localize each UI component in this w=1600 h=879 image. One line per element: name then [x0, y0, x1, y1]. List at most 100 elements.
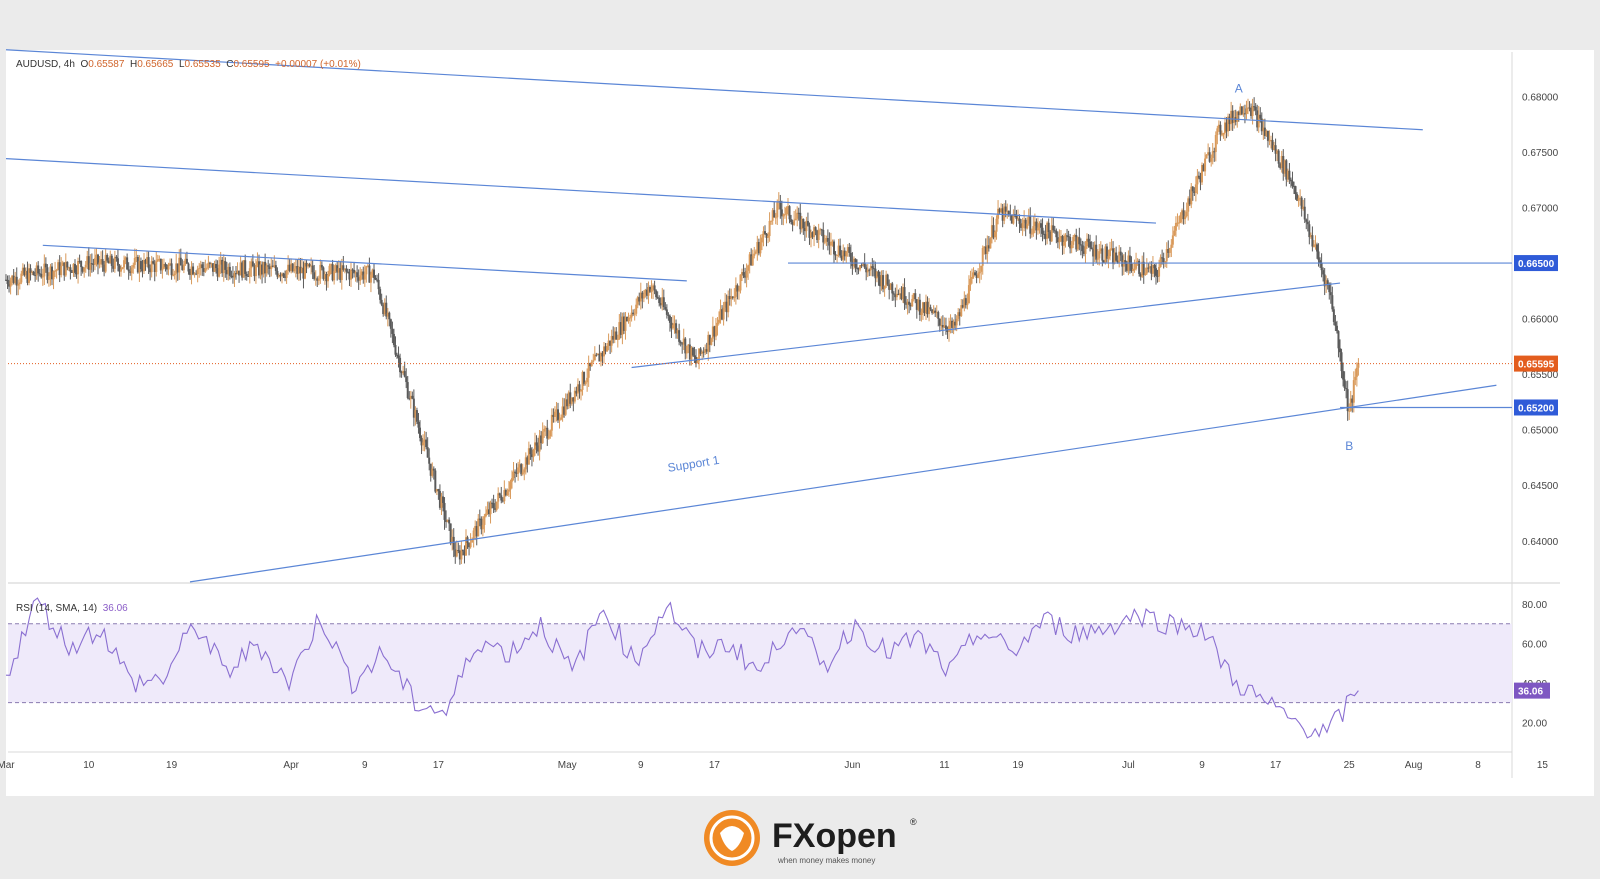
candle-body	[1193, 191, 1196, 194]
candle-body	[978, 271, 981, 274]
candle-body	[871, 266, 874, 269]
candle-body	[11, 275, 14, 281]
candle-body	[471, 539, 474, 543]
candle-body	[507, 489, 510, 492]
price-tick-label: 0.64500	[1522, 481, 1559, 492]
candle-body	[875, 271, 878, 279]
candle-body	[1296, 194, 1299, 201]
candle-body	[967, 285, 970, 304]
candle-body	[130, 267, 133, 274]
candle-body	[998, 208, 1001, 213]
candle-body	[865, 267, 868, 273]
candle-body	[451, 536, 454, 544]
candle-body	[268, 266, 271, 270]
candle-body	[971, 277, 973, 279]
candle-body	[153, 263, 156, 273]
candle-body	[276, 270, 279, 277]
candle-body	[567, 392, 570, 407]
candle-body	[399, 357, 402, 373]
candle-body	[402, 371, 405, 374]
candle-body	[488, 509, 490, 515]
rsi-label[interactable]: RSI (14, SMA, 14)	[16, 603, 98, 614]
candle-body	[1030, 233, 1033, 235]
candle-body	[856, 267, 858, 269]
price-chart[interactable]: 0.68000 0.67500 0.67000 0.66500 0.66000 0.655…	[0, 0, 1600, 800]
candle-body	[273, 265, 276, 267]
candle-body	[327, 274, 329, 282]
candle-body	[1081, 245, 1084, 252]
candle-body	[1207, 152, 1210, 155]
price-tick-label: 0.65500	[1522, 370, 1559, 381]
candle-body	[1302, 206, 1305, 209]
time-tick-label: 15	[1537, 760, 1549, 771]
candle-body	[626, 317, 628, 322]
candle-body	[693, 355, 696, 358]
trendline-upper-channel	[5, 49, 1423, 131]
candle-body	[566, 399, 569, 407]
symbol-label[interactable]: AUDUSD	[16, 59, 59, 70]
candle-body	[110, 255, 113, 266]
rsi-header: RSI (14, SMA, 14) 36.06	[16, 603, 128, 614]
candle-body	[990, 225, 993, 239]
candle-body	[184, 258, 187, 265]
candle-body	[751, 255, 754, 266]
candle-body	[713, 326, 716, 337]
candle-body	[926, 301, 929, 315]
candle-body	[822, 229, 825, 243]
candle-body	[1006, 210, 1009, 212]
candle-body	[816, 230, 819, 241]
candle-body	[748, 254, 751, 266]
candle-body	[1208, 152, 1211, 162]
candle-body	[1335, 325, 1338, 332]
rsi-line	[5, 597, 1359, 739]
candle-body	[1013, 214, 1016, 216]
candle-body	[889, 283, 892, 290]
candle-body	[940, 325, 943, 327]
candle-body	[1095, 244, 1098, 260]
candle-body	[1046, 222, 1049, 239]
candle-body	[951, 320, 954, 328]
candle-body	[846, 247, 849, 252]
candle-body	[549, 430, 552, 437]
candle-body	[417, 421, 420, 428]
candle-body	[635, 304, 638, 314]
candle-body	[667, 314, 670, 316]
candle-body	[92, 263, 95, 265]
candle-body	[265, 265, 268, 274]
candle-body	[584, 382, 587, 384]
candle-body	[454, 549, 457, 557]
time-tick-label: Jun	[844, 760, 860, 771]
candle-body	[1043, 233, 1046, 235]
logo-tagline: when money makes money	[777, 856, 875, 865]
candle-body	[561, 406, 564, 418]
candle-body	[69, 267, 72, 272]
candle-body	[1185, 211, 1188, 217]
open-value: 0.65587	[88, 59, 125, 70]
candle-body	[216, 268, 219, 277]
candle-body	[839, 245, 842, 256]
candle-body	[1202, 165, 1205, 172]
candle-body	[845, 251, 848, 257]
timeframe-label[interactable]: 4h	[63, 59, 75, 70]
candle-body	[460, 550, 463, 560]
candle-body	[264, 261, 267, 274]
rsi-tick-label: 20.00	[1522, 718, 1547, 729]
candle-body	[144, 260, 147, 264]
candle-body	[1213, 151, 1216, 153]
candle-body	[1059, 236, 1062, 239]
candle-body	[72, 263, 75, 273]
candle-body	[1286, 170, 1289, 180]
candle-body	[1211, 151, 1214, 158]
candle-body	[70, 271, 73, 273]
candle-body	[296, 265, 299, 274]
candle-body	[253, 266, 256, 277]
candle-body	[1277, 150, 1280, 164]
candle-body	[475, 526, 478, 537]
candle-body	[1205, 154, 1208, 159]
candle-body	[302, 267, 305, 279]
candle-body	[1000, 208, 1003, 213]
registered-mark: ®	[910, 817, 917, 827]
candle-body	[501, 500, 504, 502]
candle-body	[932, 310, 935, 313]
candle-body	[615, 331, 618, 340]
